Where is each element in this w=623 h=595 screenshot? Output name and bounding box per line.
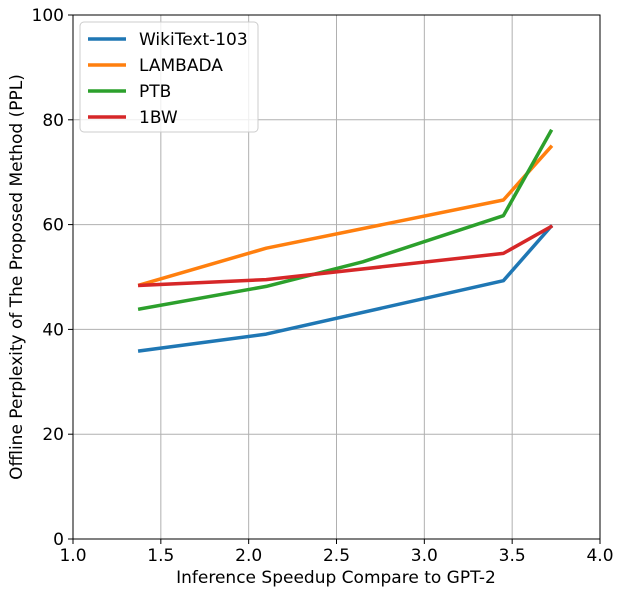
legend-label: LAMBADA xyxy=(139,56,223,76)
y-tick-label: 20 xyxy=(42,425,64,445)
x-tick-label: 1.0 xyxy=(59,546,86,566)
x-tick-label: 4.0 xyxy=(586,546,613,566)
series-line-1bw xyxy=(137,224,554,288)
y-tick-label: 100 xyxy=(32,6,64,26)
y-axis-label: Offline Perplexity of The Proposed Metho… xyxy=(7,74,27,480)
x-axis-label: Inference Speedup Compare to GPT-2 xyxy=(176,568,496,588)
x-tick-label: 2.5 xyxy=(323,546,350,566)
x-tick-label: 3.0 xyxy=(411,546,438,566)
legend-box xyxy=(79,21,259,133)
y-tick-label: 60 xyxy=(42,216,64,236)
x-tick-label: 1.5 xyxy=(147,546,174,566)
y-tick-label: 0 xyxy=(53,530,64,550)
series-line-lambada xyxy=(137,144,554,288)
x-tick-label: 2.0 xyxy=(235,546,262,566)
series-line-ptb xyxy=(137,128,554,312)
x-tick-label: 3.5 xyxy=(499,546,526,566)
legend-label: PTB xyxy=(139,82,171,102)
series-line-wikitext-103 xyxy=(137,224,554,353)
x-axis-ticks: 1.0 1.5 2.0 2.5 3.0 3.5 4.0 xyxy=(59,539,614,566)
legend-label: 1BW xyxy=(139,108,178,128)
series-lines xyxy=(137,128,554,353)
legend-label: WikiText-103 xyxy=(139,30,248,50)
y-tick-label: 40 xyxy=(42,320,64,340)
legend: WikiText-103 LAMBADA PTB 1BW xyxy=(79,21,259,133)
y-axis-ticks: 0 20 40 60 80 100 xyxy=(32,6,73,550)
y-tick-label: 80 xyxy=(42,111,64,131)
